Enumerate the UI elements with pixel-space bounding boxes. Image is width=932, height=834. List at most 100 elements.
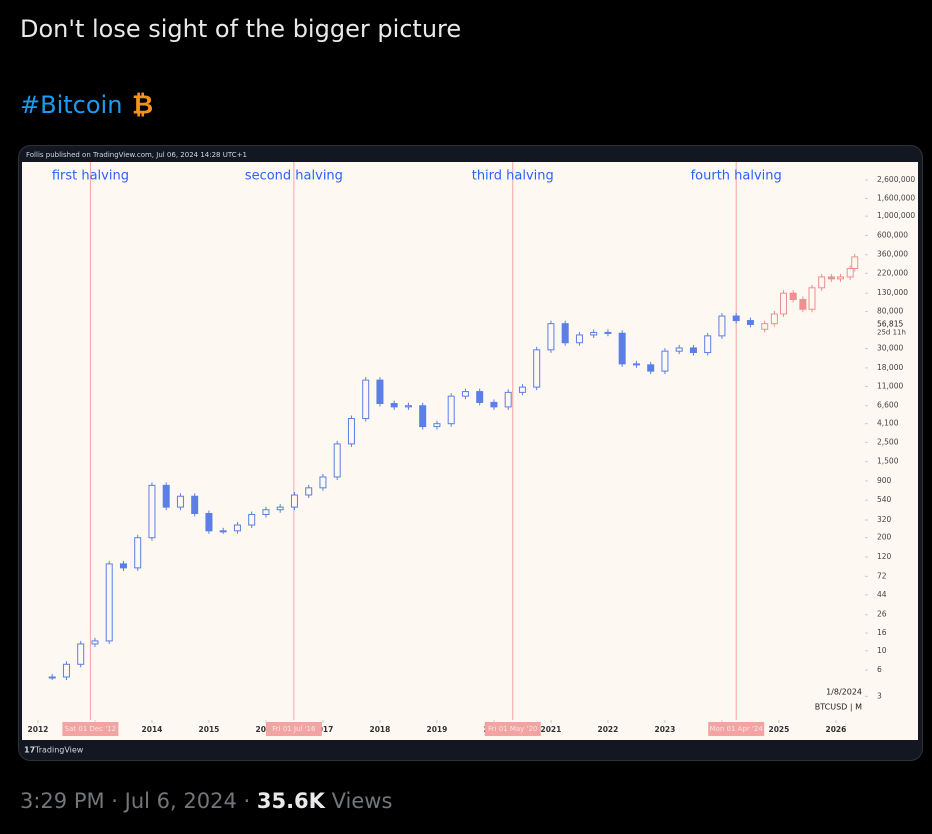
y-tick-label: 30,000 bbox=[877, 344, 903, 353]
x-tick-label: 2025 bbox=[768, 725, 789, 734]
views-label: Views bbox=[332, 789, 393, 813]
halving-date-box bbox=[265, 722, 322, 736]
candle-body bbox=[789, 292, 797, 301]
y-tick-label: 16 bbox=[877, 628, 887, 637]
x-tick-label: 2026 bbox=[825, 725, 846, 734]
candle-body bbox=[176, 495, 184, 508]
halving-date: Fri 01 Jul '16 bbox=[272, 725, 316, 733]
y-tick-label: 1,000,000 bbox=[877, 211, 915, 220]
candle-body bbox=[808, 287, 816, 310]
halving-date: Sat 01 Dec '12 bbox=[65, 725, 116, 733]
candle-body bbox=[547, 323, 555, 351]
y-tick-label: 200 bbox=[877, 533, 892, 542]
y-tick-label: 900 bbox=[877, 476, 892, 485]
y-tick-label: 26 bbox=[877, 610, 887, 619]
y-tick-label: 6,600 bbox=[877, 401, 899, 410]
candle-body bbox=[476, 391, 484, 403]
y-tick-label: 220,000 bbox=[877, 268, 908, 277]
y-tick-label: 10 bbox=[877, 646, 887, 655]
candle-body bbox=[647, 364, 655, 372]
candle-body bbox=[333, 443, 341, 478]
x-tick-label: 2018 bbox=[370, 725, 391, 734]
y-tick-label: 2,500 bbox=[877, 437, 899, 446]
symbol: BTCUSD | M bbox=[815, 703, 862, 712]
y-tick-label: 360,000 bbox=[877, 250, 908, 259]
candle-body bbox=[119, 563, 127, 569]
x-tick-label: 2022 bbox=[598, 725, 619, 734]
candle-body bbox=[661, 350, 669, 372]
candle-body bbox=[376, 379, 384, 404]
candle-body bbox=[604, 331, 612, 334]
x-tick-label: 2017 bbox=[313, 725, 334, 734]
candle-body bbox=[504, 391, 512, 408]
x-tick-label: 2021 bbox=[541, 725, 562, 734]
candle-body bbox=[134, 537, 142, 569]
candle-body bbox=[248, 513, 256, 526]
candle-body bbox=[48, 676, 56, 679]
candle-body bbox=[704, 335, 712, 354]
candle-body bbox=[447, 395, 455, 425]
candle-body bbox=[827, 276, 835, 280]
candle-body bbox=[347, 418, 355, 445]
halving-label: first halving bbox=[52, 169, 129, 184]
candle-body bbox=[162, 484, 170, 508]
candle-body bbox=[490, 401, 498, 408]
halving-label: fourth halving bbox=[691, 169, 782, 184]
y-tick-label: 3 bbox=[877, 691, 882, 700]
halving-date-box bbox=[62, 722, 119, 736]
candle-body bbox=[851, 256, 859, 270]
candle-body bbox=[262, 509, 270, 515]
candle-body bbox=[433, 423, 441, 428]
y-tick-label: 600,000 bbox=[877, 230, 908, 239]
candle-body bbox=[305, 487, 313, 496]
candle-body bbox=[799, 299, 807, 310]
y-tick-label: 18,000 bbox=[877, 363, 903, 372]
candle-body bbox=[779, 292, 787, 315]
candle-body bbox=[761, 323, 769, 330]
candle-body bbox=[632, 363, 640, 366]
candle-body bbox=[77, 643, 85, 665]
candle-body bbox=[461, 391, 469, 397]
x-tick-label: 2012 bbox=[28, 725, 49, 734]
y-tick-label: 11,000 bbox=[877, 381, 903, 390]
y-tick-label: 80,000 bbox=[877, 307, 903, 316]
candle-body bbox=[205, 512, 213, 532]
countdown: 25d 11h bbox=[877, 328, 906, 336]
hashtag[interactable]: #Bitcoin bbox=[20, 91, 122, 119]
candle-body bbox=[846, 268, 854, 278]
candle-body bbox=[419, 405, 427, 428]
candle-body bbox=[770, 313, 778, 325]
candle-body bbox=[689, 347, 697, 354]
y-tick-label: 44 bbox=[877, 590, 887, 599]
halving-date: Mon 01 Apr '24 bbox=[710, 725, 764, 733]
y-tick-label: 72 bbox=[877, 571, 887, 580]
y-tick-label: 1,600,000 bbox=[877, 193, 915, 202]
halving-date: Fri 01 May '20 bbox=[488, 725, 537, 733]
candle-body bbox=[618, 332, 626, 365]
halving-date-box bbox=[484, 722, 541, 736]
candle-body bbox=[62, 663, 70, 678]
candle-body bbox=[518, 386, 526, 393]
last-price: 56,815 bbox=[877, 319, 903, 328]
attribution: Follis published on TradingView.com, Jul… bbox=[26, 151, 247, 159]
candle-body bbox=[561, 323, 569, 344]
x-tick-label: 2023 bbox=[654, 725, 675, 734]
y-tick-label: 320 bbox=[877, 515, 892, 524]
emoji: ₿ bbox=[132, 91, 153, 121]
candle-body bbox=[746, 320, 754, 325]
candle-body bbox=[818, 276, 826, 289]
candle-body bbox=[404, 405, 412, 408]
candle-body bbox=[718, 315, 726, 337]
candle-body bbox=[836, 276, 844, 280]
candle-body bbox=[675, 347, 683, 352]
x-tick-label: 2015 bbox=[199, 725, 220, 734]
halving-label: third halving bbox=[472, 169, 554, 184]
y-tick-label: 6 bbox=[877, 665, 882, 674]
brand: TradingView bbox=[34, 746, 84, 755]
candle-body bbox=[233, 524, 241, 532]
timestamp: 3:29 PM · Jul 6, 2024 · bbox=[20, 789, 250, 813]
y-tick-label: 540 bbox=[877, 495, 892, 504]
candle-body bbox=[148, 484, 156, 539]
